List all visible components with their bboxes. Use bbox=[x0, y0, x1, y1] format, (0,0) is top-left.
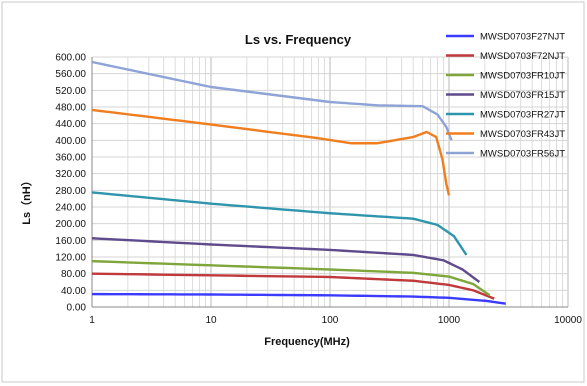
legend-label: MWSD0703FR43JT bbox=[480, 129, 565, 140]
chart-title: Ls vs. Frequency bbox=[245, 32, 352, 47]
series-line-mwsd0703fr10jt bbox=[91, 259, 491, 297]
x-axis-label: Frequency(MHz) bbox=[264, 336, 350, 348]
legend-label: MWSD0703FR15JT bbox=[480, 90, 565, 101]
x-tick-label: 1 bbox=[89, 315, 95, 326]
series-line-mwsd0703f27njt bbox=[91, 292, 506, 305]
series-line-mwsd0703fr27jt bbox=[91, 191, 468, 256]
y-tick-label: 400.00 bbox=[55, 136, 86, 147]
x-tick-label: 10 bbox=[205, 315, 217, 326]
series-line-mwsd0703fr15jt bbox=[91, 237, 481, 283]
legend-label: MWSD0703FR27JT bbox=[480, 110, 565, 121]
y-tick-label: 440.00 bbox=[55, 119, 86, 130]
axes: 0.00 40.00 80.00 120.00 160.00 200.00 240.00 28… bbox=[55, 53, 582, 327]
y-tick-label: 480.00 bbox=[55, 103, 86, 114]
gridlines bbox=[91, 56, 569, 308]
y-tick-label: 600.00 bbox=[55, 53, 86, 64]
series-line-mwsd0703fr43jt bbox=[91, 108, 451, 196]
y-tick-label: 120.00 bbox=[55, 253, 86, 264]
x-tick-label: 100 bbox=[322, 315, 339, 326]
y-tick-label: 320.00 bbox=[55, 169, 86, 180]
series-line-mwsd0703f72njt bbox=[91, 272, 495, 300]
x-tick-label: 1000 bbox=[438, 315, 461, 326]
y-tick-label: 560.00 bbox=[55, 69, 86, 80]
y-tick-label: 280.00 bbox=[55, 186, 86, 197]
y-tick-label: 360.00 bbox=[55, 153, 86, 164]
y-tick-label: 200.00 bbox=[55, 219, 86, 230]
legend-label: MWSD0703FR10JT bbox=[480, 71, 565, 82]
y-tick-label: 240.00 bbox=[55, 203, 86, 214]
y-tick-label: 0.00 bbox=[67, 303, 87, 314]
y-tick-label: 160.00 bbox=[55, 236, 86, 247]
legend-label: MWSD0703F27NJT bbox=[480, 32, 565, 43]
series-line-mwsd0703fr56jt bbox=[91, 60, 453, 141]
legend-label: MWSD0703F72NJT bbox=[480, 51, 565, 62]
x-tick-label: 10000 bbox=[554, 315, 582, 326]
y-axis-label: Ls（nH） bbox=[20, 175, 33, 225]
y-tick-label: 520.00 bbox=[55, 86, 86, 97]
legend-label: MWSD0703FR56JT bbox=[480, 149, 565, 160]
y-tick-label: 80.00 bbox=[61, 269, 86, 280]
legend: MWSD0703F27NJT MWSD0703F72NJT MWSD0703FR10… bbox=[446, 32, 565, 160]
series-lines bbox=[91, 60, 506, 305]
y-tick-label: 40.00 bbox=[61, 286, 86, 297]
